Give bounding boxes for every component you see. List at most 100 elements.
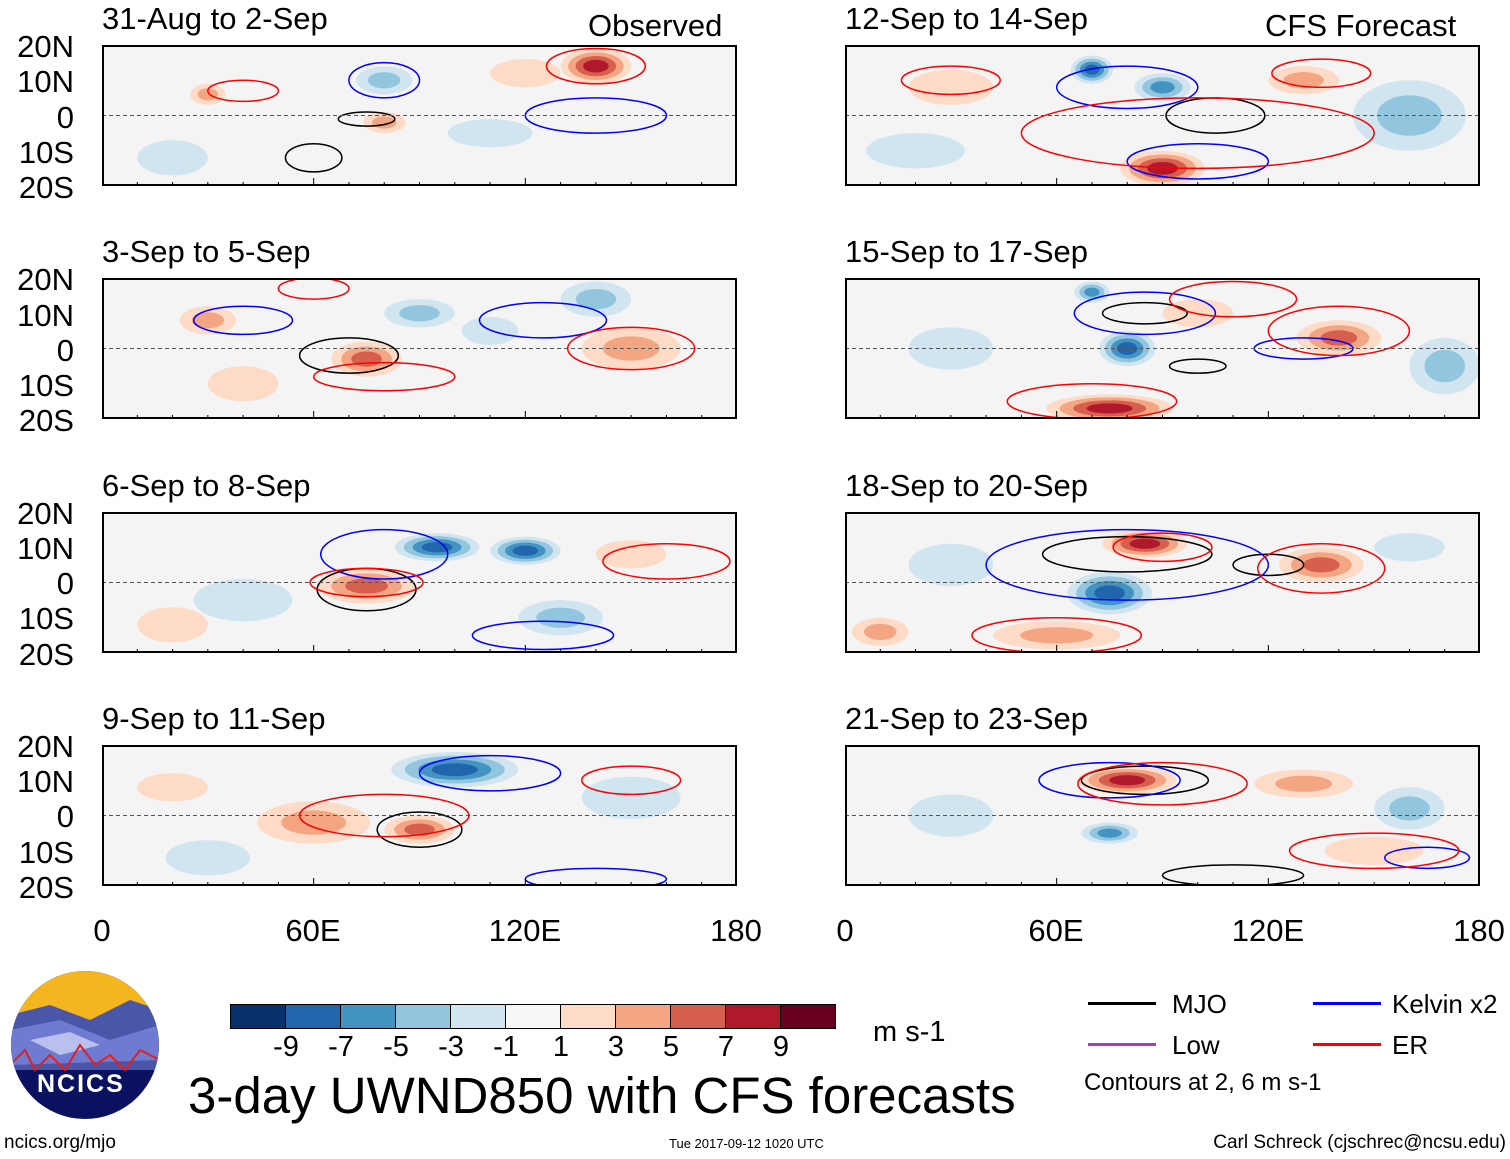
colorbar-tick-label: 5 bbox=[662, 1031, 680, 1063]
lon-label-left-120e: 120E bbox=[488, 913, 562, 948]
colorbar-swatch bbox=[286, 1005, 341, 1028]
er-contour bbox=[309, 567, 424, 597]
colorbar-swatch bbox=[341, 1005, 396, 1028]
legend-low-line bbox=[1088, 1043, 1156, 1046]
wind-anomaly-blob bbox=[602, 336, 660, 361]
legend-er-line bbox=[1313, 1043, 1381, 1046]
legend-kelvin-line bbox=[1313, 1002, 1381, 1005]
er-contour bbox=[602, 542, 731, 580]
wind-anomaly-blob bbox=[1084, 287, 1100, 297]
er-contour bbox=[1006, 383, 1178, 420]
wind-anomaly-blob bbox=[367, 72, 401, 89]
mjo-contour bbox=[284, 142, 343, 173]
wind-anomaly-blob bbox=[137, 606, 208, 643]
ncics-logo bbox=[11, 971, 159, 1119]
wind-anomaly-blob bbox=[404, 823, 435, 836]
legend-kelvin-label: Kelvin x2 bbox=[1392, 989, 1498, 1019]
er-contour bbox=[1271, 58, 1372, 89]
author-credit: Carl Schreck (cjschrec@ncsu.edu) bbox=[1213, 1132, 1506, 1153]
colorbar-tick-label: -1 bbox=[493, 1031, 519, 1063]
lat-label: 0 bbox=[56, 99, 74, 135]
wind-anomaly-blob bbox=[1097, 828, 1122, 838]
lat-label: 10N bbox=[17, 530, 74, 566]
wind-anomaly-blob bbox=[447, 119, 533, 148]
lat-label: 20N bbox=[17, 495, 74, 531]
mjo-contour bbox=[1101, 302, 1188, 325]
er-contour bbox=[1112, 531, 1213, 562]
panel-title: 18-Sep to 20-Sep bbox=[845, 467, 1089, 503]
colorbar-tick-label: -9 bbox=[273, 1031, 299, 1063]
colorbar-tick-label: 9 bbox=[772, 1031, 790, 1063]
colorbar-tick-label: -7 bbox=[328, 1031, 354, 1063]
panel-frame bbox=[102, 278, 737, 420]
wind-anomaly-blob bbox=[536, 607, 585, 628]
mjo-contour bbox=[298, 337, 400, 375]
er-contour bbox=[545, 47, 647, 85]
lon-label-left-180: 180 bbox=[710, 913, 762, 948]
mjo-contour bbox=[376, 811, 463, 848]
map-panel-forecast bbox=[845, 45, 1480, 186]
panel-title: 21-Sep to 23-Sep bbox=[845, 700, 1089, 736]
colorbar-swatch bbox=[726, 1005, 781, 1028]
lat-label: 10S bbox=[18, 134, 74, 170]
lat-label: 10N bbox=[17, 297, 74, 333]
er-contour bbox=[1267, 305, 1411, 357]
contour-note: Contours at 2, 6 m s-1 bbox=[1084, 1069, 1322, 1096]
colorbar-swatch bbox=[561, 1005, 616, 1028]
colorbar-tick-label: 1 bbox=[552, 1031, 570, 1063]
wind-anomaly-blob bbox=[864, 623, 897, 640]
kelvin-contour bbox=[418, 754, 562, 792]
kelvin-contour bbox=[348, 61, 421, 99]
map-panel-observed bbox=[102, 278, 737, 420]
colorbar-tick-label: 7 bbox=[717, 1031, 735, 1063]
lat-label: 20S bbox=[18, 170, 74, 205]
wind-anomaly-blob bbox=[583, 59, 609, 73]
wind-anomaly-blob bbox=[165, 840, 251, 876]
colorbar-tick-label: 3 bbox=[607, 1031, 625, 1063]
panel-title: 15-Sep to 17-Sep bbox=[845, 234, 1089, 270]
wind-anomaly-blob bbox=[197, 88, 218, 101]
wind-anomaly-blob bbox=[1109, 775, 1146, 786]
lat-label: 0 bbox=[56, 566, 74, 602]
panel-frame bbox=[845, 45, 1480, 186]
map-panel-observed bbox=[102, 511, 737, 653]
wind-anomaly-blob bbox=[137, 773, 208, 802]
site-link[interactable]: ncics.org/mjo bbox=[4, 1132, 116, 1153]
lon-label-right-60e: 60E bbox=[1028, 913, 1084, 948]
kelvin-contour bbox=[1055, 65, 1199, 110]
wind-anomaly-blob bbox=[1324, 836, 1424, 865]
map-panel-observed bbox=[102, 744, 737, 886]
lon-label-left-0: 0 bbox=[93, 913, 111, 948]
colorbar-swatch bbox=[231, 1005, 286, 1028]
panel-frame bbox=[845, 278, 1480, 420]
wind-anomaly-blob bbox=[207, 366, 279, 402]
wind-anomaly-blob bbox=[1086, 403, 1133, 414]
kelvin-contour bbox=[1073, 291, 1217, 336]
wind-anomaly-blob bbox=[490, 59, 561, 88]
wind-anomaly-blob bbox=[281, 810, 347, 835]
wind-anomaly-blob bbox=[1275, 775, 1333, 792]
wind-anomaly-blob bbox=[595, 539, 667, 568]
lat-label: 10S bbox=[18, 601, 74, 637]
panel-frame bbox=[102, 744, 737, 886]
lon-label-left-60e: 60E bbox=[285, 913, 341, 948]
lat-label: 10S bbox=[18, 368, 74, 404]
panel-frame bbox=[102, 45, 737, 186]
wind-anomaly-blob bbox=[1374, 532, 1445, 561]
wind-anomaly-blob bbox=[908, 69, 994, 105]
colorbar-tick-label: -3 bbox=[438, 1031, 464, 1063]
lat-label: 10N bbox=[17, 764, 74, 800]
er-contour bbox=[581, 765, 682, 795]
wind-anomaly-blob bbox=[1389, 796, 1430, 821]
colorbar-swatch bbox=[671, 1005, 726, 1028]
lat-label: 10S bbox=[18, 834, 74, 870]
figure-title: 3-day UWND850 with CFS forecasts bbox=[188, 1067, 1016, 1124]
er-contour bbox=[1257, 542, 1386, 594]
wind-anomaly-blob bbox=[1302, 556, 1340, 573]
wind-anomaly-blob bbox=[908, 543, 994, 586]
mjo-contour bbox=[1168, 358, 1227, 375]
legend-mjo-label: MJO bbox=[1172, 989, 1227, 1019]
wind-anomaly-blob bbox=[1020, 626, 1094, 644]
panel-title: 3-Sep to 5-Sep bbox=[102, 234, 311, 270]
